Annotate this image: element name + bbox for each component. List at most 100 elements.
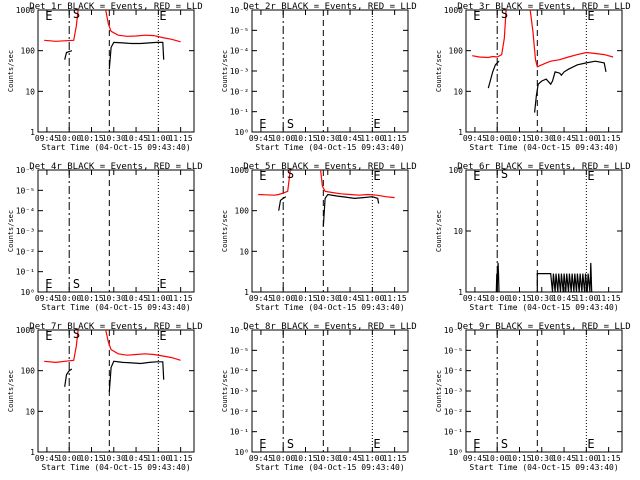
plot-frame (37, 329, 195, 453)
x-tick-label: 11:00 (574, 294, 598, 303)
x-tick-label: 10:30 (316, 454, 340, 463)
y-axis-label: Counts/sec (435, 210, 443, 252)
y-tick-label: 10 (25, 407, 35, 416)
x-tick-label: 11:15 (597, 454, 621, 463)
event-marker-label: E (45, 329, 52, 343)
chart-panel-det7r: Det 7r BLACK = Events, RED = LLD 1 10 100 10… (7, 322, 203, 472)
y-axis-label: Counts/sec (221, 50, 229, 92)
x-tick-label: 09:45 (35, 134, 59, 143)
x-axis-label: Start Time (04-Oct-15 09:43:40) (469, 143, 618, 152)
y-tick-label: 10⁻⁴ (230, 47, 249, 56)
x-tick-label: 11:15 (169, 454, 193, 463)
x-tick-label: 10:45 (338, 454, 362, 463)
event-marker-label: E (259, 169, 266, 183)
y-tick-label: 1 (458, 288, 463, 297)
series-line-lld (44, 9, 79, 42)
series-line-events (495, 262, 500, 293)
series-line-lld (105, 9, 181, 43)
plot-frame (251, 329, 409, 453)
x-tick-label: 10:15 (293, 294, 317, 303)
event-marker-label: E (45, 277, 52, 291)
x-tick-label: 11:15 (383, 294, 407, 303)
series-line-lld (44, 329, 79, 364)
event-marker-label: E (259, 437, 266, 451)
series-line-events (108, 41, 165, 70)
event-marker-label: S (73, 327, 80, 341)
y-tick-label: 10⁰ (21, 288, 35, 297)
chart-panel-det2r: Det 2r BLACK = Events, RED = LLD 10⁰ 10⁻¹ 1… (221, 2, 417, 152)
y-tick-label: 10⁻⁴ (444, 367, 463, 376)
x-tick-label: 10:30 (530, 134, 554, 143)
y-tick-label: 10⁻⁵ (444, 346, 463, 355)
event-marker-label: E (159, 277, 166, 291)
x-tick-label: 10:45 (552, 454, 576, 463)
event-marker-label: S (501, 437, 508, 451)
y-tick-label: 10⁻⁵ (16, 186, 35, 195)
series-line-lld (320, 169, 395, 199)
series-line-events (64, 368, 73, 387)
y-tick-label: 10⁻³ (16, 227, 35, 236)
y-tick-label: 100 (235, 207, 250, 216)
series-line-lld (105, 329, 181, 361)
x-tick-label: 10:30 (316, 134, 340, 143)
event-marker-label: E (373, 117, 380, 131)
x-tick-label: 11:15 (383, 134, 407, 143)
y-tick-label: 10 (453, 227, 463, 236)
event-marker-label: S (73, 7, 80, 21)
x-tick-label: 11:00 (574, 134, 598, 143)
y-tick-label: 10⁻³ (444, 387, 463, 396)
event-marker-label: S (287, 167, 294, 181)
y-tick-label: 10 (25, 87, 35, 96)
event-marker-label: E (45, 9, 52, 23)
y-tick-label: 1 (30, 128, 35, 137)
chart-title: Det 8r BLACK = Events, RED = LLD (243, 322, 416, 332)
x-tick-label: 09:45 (463, 294, 487, 303)
plot-frame (251, 169, 409, 293)
event-marker-label: E (159, 329, 166, 343)
y-axis-label: Counts/sec (435, 370, 443, 412)
plot-frame (251, 9, 409, 133)
x-tick-label: 11:00 (146, 134, 170, 143)
event-marker-label: E (473, 9, 480, 23)
x-axis-label: Start Time (04-Oct-15 09:43:40) (255, 143, 404, 152)
event-marker-label: E (259, 117, 266, 131)
x-tick-label: 11:15 (169, 134, 193, 143)
x-tick-label: 11:00 (360, 134, 384, 143)
series-line-events (487, 60, 500, 89)
y-tick-label: 1 (244, 288, 249, 297)
x-tick-label: 10:00 (271, 134, 295, 143)
chart-title: Det 1r BLACK = Events, RED = LLD (29, 2, 202, 12)
y-tick-label: 100 (21, 367, 36, 376)
y-tick-label: 10⁰ (235, 128, 249, 137)
x-tick-label: 10:15 (293, 454, 317, 463)
y-tick-label: 10⁻⁶ (230, 326, 249, 335)
x-tick-label: 10:45 (552, 134, 576, 143)
x-tick-label: 10:15 (507, 134, 531, 143)
x-tick-label: 09:45 (463, 134, 487, 143)
x-tick-label: 11:00 (574, 454, 598, 463)
y-tick-label: 10⁻³ (230, 387, 249, 396)
x-tick-label: 11:00 (146, 454, 170, 463)
x-tick-label: 10:15 (507, 294, 531, 303)
event-marker-label: E (473, 437, 480, 451)
y-axis-label: Counts/sec (221, 370, 229, 412)
x-tick-label: 11:15 (597, 294, 621, 303)
x-tick-label: 10:00 (271, 294, 295, 303)
y-axis-label: Counts/sec (7, 50, 15, 92)
y-tick-label: 10⁰ (235, 448, 249, 457)
y-tick-label: 10⁻⁵ (230, 346, 249, 355)
x-tick-label: 10:15 (79, 454, 103, 463)
y-tick-label: 10 (239, 247, 249, 256)
x-tick-label: 09:45 (249, 454, 273, 463)
x-tick-label: 10:15 (507, 454, 531, 463)
y-tick-label: 10⁻² (444, 407, 463, 416)
y-tick-label: 10⁻² (230, 407, 249, 416)
y-tick-label: 10⁻² (230, 87, 249, 96)
y-tick-label: 1000 (16, 6, 35, 15)
x-tick-label: 10:00 (57, 134, 81, 143)
x-tick-label: 10:30 (102, 294, 126, 303)
plot-frame (465, 9, 623, 133)
series-line-events (108, 360, 165, 392)
x-axis-label: Start Time (04-Oct-15 09:43:40) (469, 303, 618, 312)
x-axis-label: Start Time (04-Oct-15 09:43:40) (469, 463, 618, 472)
